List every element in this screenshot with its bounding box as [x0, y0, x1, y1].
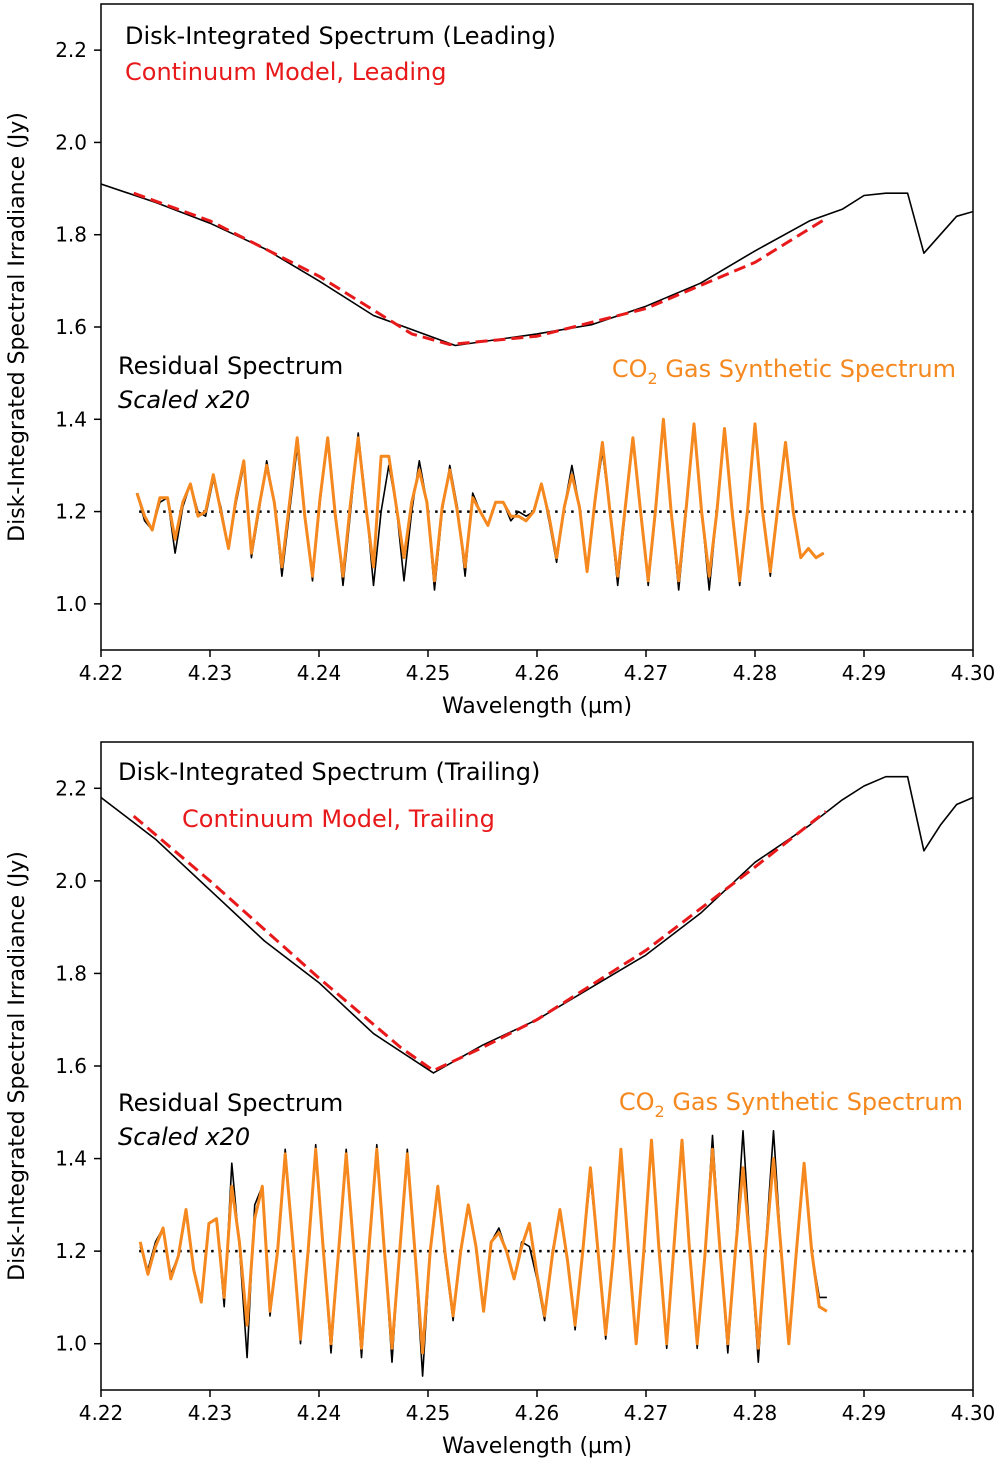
annotation-residual: Residual Spectrum: [118, 352, 343, 380]
annotation-spectrum: Disk-Integrated Spectrum (Leading): [125, 22, 556, 50]
series-residual-line: [136, 423, 825, 591]
y-tick-label: 2.2: [55, 776, 87, 800]
x-tick-label: 4.27: [624, 1401, 669, 1425]
series-spectrum-line: [101, 775, 973, 1074]
y-tick-label: 1.8: [55, 223, 87, 247]
y-tick-label: 2.2: [55, 38, 87, 62]
co2-subscript: 2: [648, 369, 658, 388]
co2-subscript: 2: [655, 1102, 665, 1121]
y-axis-label: Disk-Integrated Spectral Irradiance (Jy): [5, 112, 30, 542]
x-tick-label: 4.24: [297, 661, 342, 685]
panel-trailing: 4.22 4.23 4.24 4.25 4.26 4.27 4.28 4.29 4.30 1.0 1…: [5, 741, 996, 1459]
x-tick-label: 4.25: [406, 1401, 451, 1425]
series-synthetic-line: [135, 417, 825, 583]
co2-main: CO: [612, 355, 648, 383]
y-tick-label: 1.4: [55, 407, 87, 431]
annotation-scaled: Scaled x20: [118, 386, 250, 414]
series-spectrum-line: [101, 183, 973, 347]
series-residual-line: [139, 1130, 827, 1377]
series-synthetic-line: [138, 1138, 828, 1355]
annotation-co2-synthetic: CO2 Gas Synthetic Spectrum: [619, 1088, 963, 1121]
y-tick-label: 2.0: [55, 869, 87, 893]
y-tick-label: 1.6: [55, 315, 87, 339]
plot-area: [101, 775, 973, 1377]
x-tick-label: 4.29: [842, 661, 887, 685]
x-tick-label: 4.23: [188, 661, 233, 685]
x-tick-label: 4.30: [951, 661, 996, 685]
panel-leading: 4.22 4.23 4.24 4.25 4.26 4.27 4.28 4.29 4.30 1.0 1…: [5, 3, 996, 719]
x-tick-label: 4.28: [733, 661, 778, 685]
y-tick-label: 1.4: [55, 1147, 87, 1171]
axes-frame: [100, 3, 974, 651]
y-tick-label: 1.0: [55, 592, 87, 616]
x-tick-label: 4.28: [733, 1401, 778, 1425]
y-tick-label: 1.0: [55, 1332, 87, 1356]
x-tick-label: 4.23: [188, 1401, 233, 1425]
y-tick-label: 1.2: [55, 1239, 87, 1263]
x-tick-label: 4.25: [406, 661, 451, 685]
co2-main: CO: [619, 1088, 655, 1116]
x-tick-label: 4.30: [951, 1401, 996, 1425]
x-tick-label: 4.22: [79, 661, 124, 685]
series-continuum-line: [133, 191, 827, 346]
x-tick-label: 4.26: [515, 661, 560, 685]
x-tick-label: 4.22: [79, 1401, 124, 1425]
y-tick-label: 1.6: [55, 1054, 87, 1078]
y-tick-label: 2.0: [55, 130, 87, 154]
y-tick-label: 1.2: [55, 500, 87, 524]
series-continuum-line: [132, 810, 827, 1073]
annotation-spectrum: Disk-Integrated Spectrum (Trailing): [118, 758, 540, 786]
annotation-scaled: Scaled x20: [118, 1123, 250, 1151]
x-axis-label: Wavelength (µm): [442, 1434, 632, 1459]
annotation-continuum: Continuum Model, Trailing: [182, 805, 495, 833]
axes-frame: [100, 741, 974, 1391]
annotation-co2-synthetic: CO2 Gas Synthetic Spectrum: [612, 355, 956, 388]
x-tick-label: 4.26: [515, 1401, 560, 1425]
annotation-continuum: Continuum Model, Leading: [125, 58, 446, 86]
plot-area: [101, 183, 973, 591]
x-tick-label: 4.24: [297, 1401, 342, 1425]
y-axis-label: Disk-Integrated Spectral Irradiance (Jy): [5, 851, 30, 1281]
y-tick-label: 1.8: [55, 961, 87, 985]
x-tick-label: 4.29: [842, 1401, 887, 1425]
x-tick-label: 4.27: [624, 661, 669, 685]
annotation-residual: Residual Spectrum: [118, 1089, 343, 1117]
co2-rest: Gas Synthetic Spectrum: [665, 1088, 963, 1116]
x-axis-label: Wavelength (µm): [442, 694, 632, 719]
co2-rest: Gas Synthetic Spectrum: [658, 355, 956, 383]
